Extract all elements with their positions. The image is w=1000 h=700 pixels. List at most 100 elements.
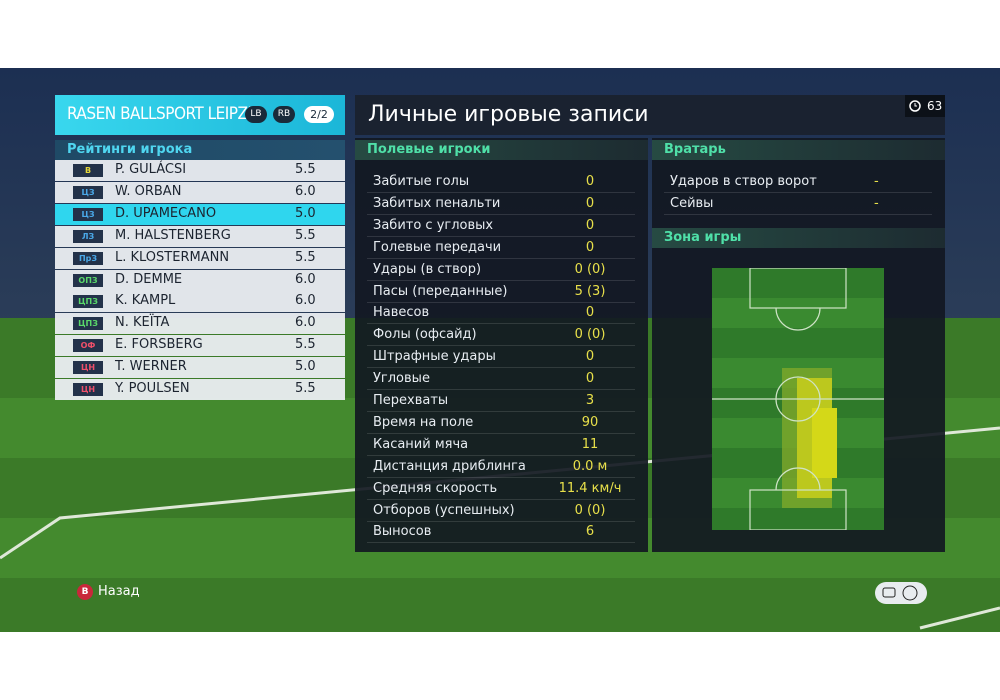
player-rating: 5.5 — [295, 249, 316, 265]
stat-label: Навесов — [373, 305, 430, 321]
stat-label: Касаний мяча — [373, 436, 469, 452]
heatmap — [712, 268, 884, 530]
team-header: RASEN BALLSPORT LEIPZIG LB RB 2/2 — [55, 95, 345, 135]
footer-icons — [875, 582, 927, 604]
stat-label: Средняя скорость — [373, 480, 498, 496]
player-row[interactable]: ЦЗ D. UPAMECANO 5.0 — [55, 203, 345, 225]
stat-value: 0 — [585, 217, 595, 233]
gk-stat-label: Сейвы — [670, 195, 714, 211]
stat-label: Отборов (успешных) — [373, 502, 515, 518]
stat-value: 0 — [585, 349, 595, 365]
stat-label: Дистанция дриблинга — [373, 458, 526, 474]
stat-value: 90 — [581, 414, 599, 430]
player-row[interactable]: ЦЗ W. ORBAN 6.0 — [55, 181, 345, 203]
stat-row: Выносов 6 — [367, 521, 635, 544]
player-rating: 6.0 — [295, 315, 316, 331]
position-badge: ОПЗ — [73, 273, 103, 287]
position-badge: В — [73, 164, 103, 177]
player-name: P. GULÁCSI — [115, 162, 187, 177]
position-badge: ЦПЗ — [73, 317, 103, 331]
stat-row: Фолы (офсайд) 0 (0) — [367, 324, 635, 347]
stat-value: 5 (3) — [574, 283, 606, 299]
lb-button[interactable]: LB — [245, 106, 267, 123]
back-button-icon[interactable]: B — [77, 584, 93, 600]
player-row[interactable]: ОПЗ D. DEMME 6.0 — [55, 269, 345, 291]
clock-icon — [909, 100, 921, 112]
stat-value: 0 — [585, 174, 595, 189]
stat-row: Голевые передачи 0 — [367, 237, 635, 259]
stat-row: Удары (в створ) 0 (0) — [367, 259, 635, 281]
position-badge: ЦЗ — [73, 207, 103, 221]
stat-row: Угловые 0 — [367, 368, 635, 391]
position-badge: ЦН — [73, 383, 103, 396]
player-row[interactable]: ЦПЗ N. KEÏTA 6.0 — [55, 313, 345, 335]
player-name: W. ORBAN — [115, 183, 182, 199]
records-header: Личные игровые записи — [355, 95, 945, 135]
stat-label: Фолы (офсайд) — [373, 327, 477, 343]
page-indicator: 2/2 — [304, 106, 334, 123]
player-name: E. FORSBERG — [115, 337, 203, 353]
stat-label: Забито с угловых — [373, 217, 494, 233]
stat-row: Штрафные удары 0 — [367, 346, 635, 369]
stat-label: Забитых пенальти — [373, 195, 501, 211]
position-badge: ЦПЗ — [73, 295, 103, 309]
position-badge: ЦН — [73, 361, 103, 375]
field-title: Полевые игроки — [355, 140, 648, 160]
stat-row: Навесов 0 — [367, 302, 635, 325]
stat-value: 0.0 м — [572, 458, 608, 474]
clock-time: 63 — [927, 99, 943, 113]
records-title: Личные игровые записи — [368, 102, 649, 127]
stat-value: 0 (0) — [574, 502, 606, 518]
stat-value: 3 — [585, 393, 595, 408]
back-label[interactable]: Назад — [98, 584, 140, 599]
stat-value: 0 — [585, 239, 595, 255]
position-badge: ЦЗ — [73, 185, 103, 199]
field-panel — [355, 138, 648, 552]
player-rating: 6.0 — [295, 293, 316, 309]
position-badge: ПрЗ — [73, 251, 103, 265]
player-rating: 5.0 — [295, 359, 316, 375]
player-row[interactable]: ЦН Y. POULSEN 5.5 — [55, 379, 345, 400]
rb-button[interactable]: RB — [273, 106, 295, 123]
stat-value: 0 (0) — [574, 261, 606, 277]
player-rating: 6.0 — [295, 271, 316, 287]
player-name: K. KAMPL — [115, 293, 176, 309]
player-name: M. HALSTENBERG — [115, 227, 231, 243]
player-row[interactable]: ПрЗ L. KLOSTERMANN 5.5 — [55, 247, 345, 269]
gk-stat-value: - — [874, 195, 879, 211]
stat-row: Перехваты 3 — [367, 390, 635, 412]
player-name: Y. POULSEN — [115, 381, 190, 396]
stat-label: Штрафные удары — [373, 349, 496, 365]
stat-row: Забитых пенальти 0 — [367, 193, 635, 215]
stat-value: 6 — [585, 524, 595, 540]
player-rating: 5.5 — [295, 227, 316, 243]
stat-value: 11 — [581, 436, 599, 452]
stat-label: Голевые передачи — [373, 239, 502, 255]
gk-stat-row: Сейвы - — [664, 193, 932, 215]
player-row[interactable]: ЦН T. WERNER 5.0 — [55, 357, 345, 379]
stat-row: Забито с угловых 0 — [367, 215, 635, 237]
team-name: RASEN BALLSPORT LEIPZIG — [67, 104, 263, 124]
player-rating: 5.5 — [295, 381, 316, 396]
player-row[interactable]: ОФ E. FORSBERG 5.5 — [55, 335, 345, 357]
gk-stat-row: Ударов в створ ворот - — [664, 171, 932, 193]
gk-stat-value: - — [874, 174, 879, 189]
player-row[interactable]: ЦПЗ K. KAMPL 6.0 — [55, 291, 345, 313]
stat-row: Дистанция дриблинга 0.0 м — [367, 456, 635, 478]
player-name: T. WERNER — [115, 359, 187, 375]
player-name: D. DEMME — [115, 271, 183, 287]
stat-label: Выносов — [373, 524, 432, 540]
stat-label: Перехваты — [373, 393, 449, 408]
position-badge: ЛЗ — [73, 229, 103, 243]
stat-row: Забитые голы 0 — [367, 171, 635, 193]
stat-value: 0 — [585, 371, 595, 387]
player-row[interactable]: В P. GULÁCSI 5.5 — [55, 160, 345, 181]
player-name: N. KEÏTA — [115, 315, 170, 331]
player-row[interactable]: ЛЗ M. HALSTENBERG 5.5 — [55, 225, 345, 247]
stat-label: Забитые голы — [373, 174, 470, 189]
stat-row: Пасы (переданные) 5 (3) — [367, 281, 635, 303]
player-rating: 5.5 — [295, 162, 316, 177]
stat-row: Касаний мяча 11 — [367, 434, 635, 456]
stat-value: 0 — [585, 195, 595, 211]
stat-label: Угловые — [373, 371, 430, 387]
